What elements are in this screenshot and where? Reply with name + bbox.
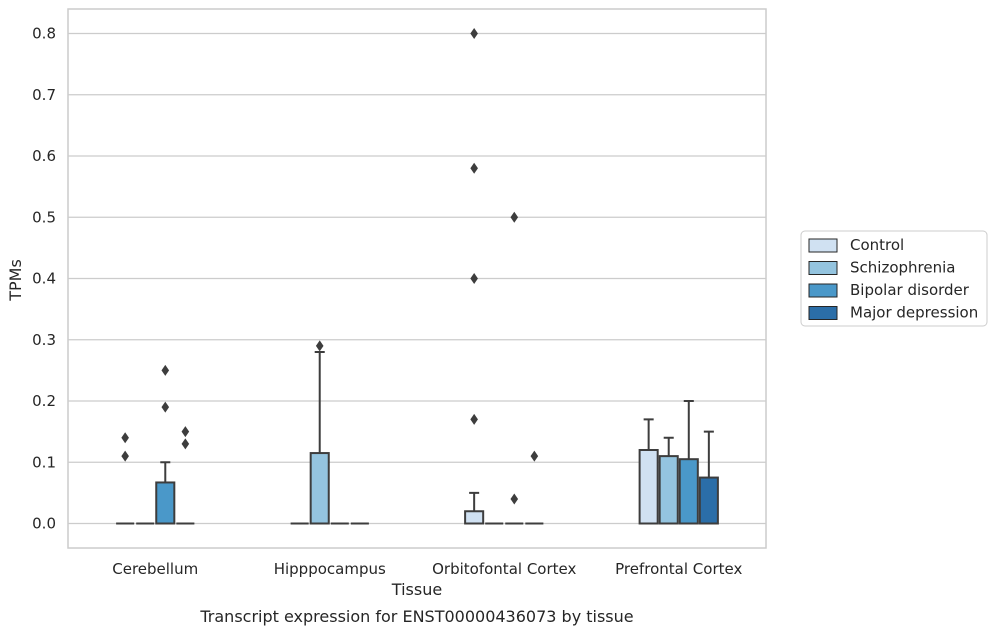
legend-item: Schizophrenia — [808, 259, 955, 277]
box-control — [638, 418, 659, 525]
legend: Control Schizophrenia Bipolar disorder Majo… — [800, 230, 988, 327]
y-tick-label: 0.3 — [32, 331, 56, 349]
legend-swatch — [808, 306, 838, 320]
y-tick-label: 0.8 — [32, 25, 56, 43]
legend-frame — [800, 230, 988, 327]
x-axis-title: Tissue — [391, 580, 442, 599]
legend-label: Bipolar disorder — [850, 281, 970, 299]
box-major-depression — [698, 430, 719, 525]
outlier-marker — [530, 450, 539, 462]
outlier-marker — [510, 493, 519, 505]
y-tick-label: 0.4 — [32, 270, 56, 288]
box-control — [464, 28, 485, 525]
box-bipolar-disorder — [678, 400, 699, 525]
y-axis-ticks: 0.0 0.1 0.2 0.3 0.4 0.5 0.6 0.7 0.8 — [32, 25, 56, 533]
chart-caption: Transcript expression for ENST0000043607… — [199, 607, 633, 626]
outlier-marker — [121, 450, 129, 462]
outlier-marker — [181, 438, 190, 450]
legend-label: Schizophrenia — [850, 259, 955, 277]
outlier-marker — [470, 162, 478, 174]
outlier-marker — [315, 340, 324, 352]
box-schizophrenia — [658, 436, 679, 525]
y-tick-label: 0.0 — [32, 515, 56, 533]
outlier-marker — [161, 364, 170, 376]
x-axis-ticks: Cerebellum Hipppocampus Orbitofontal Corte… — [112, 560, 742, 578]
legend-swatch — [808, 261, 838, 275]
plot-frame — [67, 8, 767, 549]
legend-label: Major depression — [850, 304, 978, 322]
legend-swatch — [808, 283, 838, 298]
outlier-marker — [121, 432, 129, 444]
y-axis-title: TPMs — [6, 259, 25, 302]
y-tick-label: 0.2 — [32, 392, 56, 410]
box-body — [464, 510, 485, 525]
y-tick-label: 0.7 — [32, 86, 56, 104]
outlier-marker — [181, 426, 190, 438]
box-body — [155, 481, 176, 525]
box-body — [309, 452, 330, 525]
outlier-marker — [470, 28, 478, 39]
outlier-marker — [161, 401, 170, 413]
x-tick-label: Hipppocampus — [274, 560, 386, 578]
plot-boxes — [116, 28, 719, 525]
legend-swatch — [808, 238, 838, 253]
box-body — [638, 449, 659, 525]
y-tick-label: 0.1 — [32, 453, 56, 471]
box-bipolar-disorder — [155, 364, 176, 525]
box-bipolar-disorder — [505, 211, 524, 525]
grid-lines — [68, 32, 766, 525]
box-control — [116, 432, 135, 525]
box-body — [658, 455, 679, 525]
legend-label: Control — [850, 236, 904, 254]
box-body — [678, 458, 699, 525]
outlier-marker — [470, 413, 478, 425]
x-tick-label: Prefrontal Cortex — [615, 560, 742, 578]
box-schizophrenia — [309, 340, 330, 525]
box-body — [698, 476, 719, 525]
outlier-marker — [470, 273, 478, 284]
box-major-depression — [176, 426, 195, 525]
legend-item: Control — [808, 236, 904, 254]
y-tick-label: 0.5 — [32, 208, 56, 226]
x-tick-label: Orbitofontal Cortex — [432, 560, 576, 578]
legend-item: Major depression — [808, 304, 978, 322]
box-major-depression — [525, 450, 544, 525]
x-tick-label: Cerebellum — [112, 560, 198, 578]
outlier-marker — [510, 211, 519, 223]
legend-item: Bipolar disorder — [808, 281, 970, 299]
y-tick-label: 0.6 — [32, 147, 56, 165]
